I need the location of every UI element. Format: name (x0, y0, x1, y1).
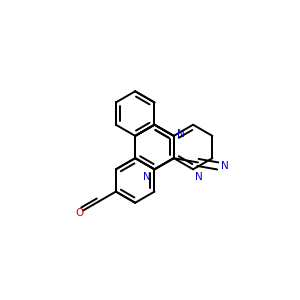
Text: N: N (196, 172, 203, 182)
Text: N: N (143, 172, 151, 182)
Text: N: N (221, 161, 229, 171)
Text: O: O (75, 208, 83, 218)
Text: N: N (177, 129, 185, 140)
